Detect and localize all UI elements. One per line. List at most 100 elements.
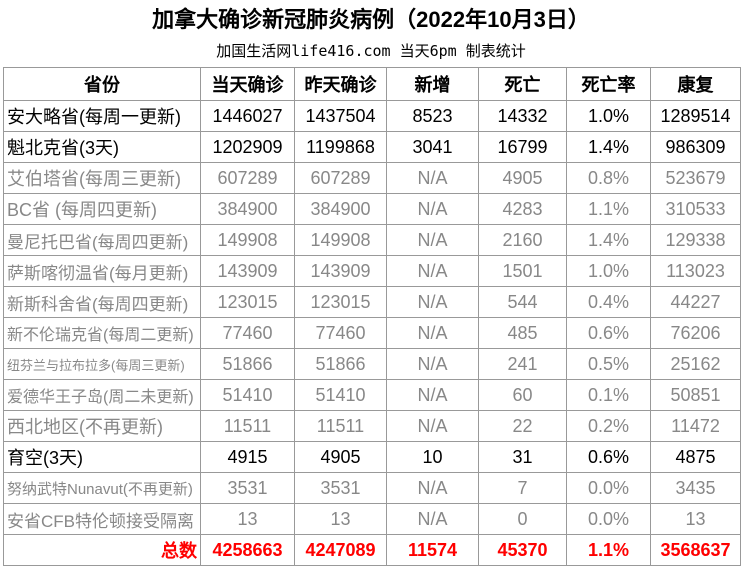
value-cell: N/A	[386, 162, 479, 194]
value-cell: 4905	[294, 441, 387, 473]
value-cell: 113023	[650, 255, 741, 287]
value-cell: 4258663	[200, 534, 295, 566]
province-cell: 新不伦瑞克省(每周二更新)	[3, 317, 201, 349]
value-cell: 986309	[650, 131, 741, 163]
column-header: 死亡率	[566, 67, 651, 101]
value-cell: 1202909	[200, 131, 295, 163]
province-cell: BC省 (每周四更新)	[3, 193, 201, 225]
province-cell: 魁北克省(3天)	[3, 131, 201, 163]
value-cell: 60	[478, 379, 567, 411]
value-cell: 1.0%	[566, 100, 651, 132]
province-cell: 曼尼托巴省(每周四更新)	[3, 224, 201, 256]
value-cell: 4247089	[294, 534, 387, 566]
value-cell: 0.0%	[566, 503, 651, 535]
title: 加拿大确诊新冠肺炎病例（2022年10月3日）	[152, 7, 590, 32]
value-cell: N/A	[386, 503, 479, 535]
table-row: 艾伯塔省(每周三更新) 607289 607289 N/A 4905 0.8% 523679	[3, 162, 741, 194]
value-cell: 25162	[650, 348, 741, 380]
value-cell: 76206	[650, 317, 741, 349]
value-cell: 3568637	[650, 534, 741, 566]
value-cell: 11574	[386, 534, 479, 566]
value-cell: 3531	[294, 472, 387, 504]
province-cell: 萨斯喀彻温省(每月更新)	[3, 255, 201, 287]
value-cell: 4915	[200, 441, 295, 473]
covid-table: 省份 当天确诊 昨天确诊 新增 死亡 死亡率 康复 安大略省(每周一更新) 1446027 14…	[3, 67, 741, 566]
column-header: 康复	[650, 67, 741, 101]
value-cell: 7	[478, 472, 567, 504]
value-cell: 3041	[386, 131, 479, 163]
province-cell: 西北地区(不再更新)	[3, 410, 201, 442]
value-cell: 11511	[294, 410, 387, 442]
value-cell: 149908	[200, 224, 295, 256]
value-cell: 14332	[478, 100, 567, 132]
value-cell: 149908	[294, 224, 387, 256]
table-row: 总数 4258663 4247089 11574 45370 1.1% 3568637	[3, 534, 741, 566]
column-header: 死亡	[478, 67, 567, 101]
value-cell: 77460	[200, 317, 295, 349]
table-row: 曼尼托巴省(每周四更新) 149908 149908 N/A 2160 1.4% 12933…	[3, 224, 741, 256]
table-row: 安省CFB特伦顿接受隔离 13 13 N/A 0 0.0% 13	[3, 503, 741, 535]
header-row: 省份 当天确诊 昨天确诊 新增 死亡 死亡率 康复	[3, 67, 741, 101]
column-header: 当天确诊	[200, 67, 295, 101]
province-cell: 安大略省(每周一更新)	[3, 100, 201, 132]
value-cell: N/A	[386, 286, 479, 318]
value-cell: 13	[200, 503, 295, 535]
province-cell: 爱德华王子岛(周二未更新)	[3, 379, 201, 411]
province-cell: 安省CFB特伦顿接受隔离	[3, 503, 201, 535]
province-cell: 艾伯塔省(每周三更新)	[3, 162, 201, 194]
value-cell: 0.0%	[566, 472, 651, 504]
value-cell: 129338	[650, 224, 741, 256]
value-cell: 8523	[386, 100, 479, 132]
value-cell: 10	[386, 441, 479, 473]
value-cell: 1.0%	[566, 255, 651, 287]
value-cell: 0.5%	[566, 348, 651, 380]
value-cell: 544	[478, 286, 567, 318]
value-cell: 22	[478, 410, 567, 442]
value-cell: N/A	[386, 410, 479, 442]
value-cell: 77460	[294, 317, 387, 349]
value-cell: 0.1%	[566, 379, 651, 411]
value-cell: 143909	[200, 255, 295, 287]
value-cell: 0.8%	[566, 162, 651, 194]
value-cell: N/A	[386, 224, 479, 256]
value-cell: 1437504	[294, 100, 387, 132]
province-cell: 新斯科舍省(每周四更新)	[3, 286, 201, 318]
value-cell: 1446027	[200, 100, 295, 132]
table-row: 努纳武特Nunavut(不再更新) 3531 3531 N/A 7 0.0% 3435	[3, 472, 741, 504]
value-cell: 143909	[294, 255, 387, 287]
value-cell: 4905	[478, 162, 567, 194]
value-cell: 1501	[478, 255, 567, 287]
value-cell: 0.6%	[566, 317, 651, 349]
value-cell: 16799	[478, 131, 567, 163]
value-cell: 51410	[200, 379, 295, 411]
province-cell: 育空(3天)	[3, 441, 201, 473]
value-cell: 2160	[478, 224, 567, 256]
table-row: 安大略省(每周一更新) 1446027 1437504 8523 14332 1.0% 12…	[3, 100, 741, 132]
province-cell: 总数	[3, 534, 201, 566]
value-cell: 0	[478, 503, 567, 535]
value-cell: 1.1%	[566, 193, 651, 225]
value-cell: 13	[650, 503, 741, 535]
table-row: 萨斯喀彻温省(每月更新) 143909 143909 N/A 1501 1.0% 11302…	[3, 255, 741, 287]
table-row: 新不伦瑞克省(每周二更新) 77460 77460 N/A 485 0.6% 76206	[3, 317, 741, 349]
value-cell: 123015	[200, 286, 295, 318]
column-header: 新增	[386, 67, 479, 101]
column-header: 省份	[3, 67, 201, 101]
value-cell: 384900	[200, 193, 295, 225]
value-cell: 44227	[650, 286, 741, 318]
column-header: 昨天确诊	[294, 67, 387, 101]
value-cell: N/A	[386, 317, 479, 349]
value-cell: 45370	[478, 534, 567, 566]
table-row: 爱德华王子岛(周二未更新) 51410 51410 N/A 60 0.1% 50851	[3, 379, 741, 411]
value-cell: 51866	[200, 348, 295, 380]
value-cell: 0.4%	[566, 286, 651, 318]
value-cell: 1.4%	[566, 131, 651, 163]
table-row: 纽芬兰与拉布拉多(每周三更新) 51866 51866 N/A 241 0.5% 25162	[3, 348, 741, 380]
value-cell: 4875	[650, 441, 741, 473]
subtitle: 加国生活网life416.com 当天6pm 制表统计	[216, 42, 526, 60]
value-cell: 51410	[294, 379, 387, 411]
value-cell: 0.6%	[566, 441, 651, 473]
value-cell: N/A	[386, 348, 479, 380]
province-cell: 努纳武特Nunavut(不再更新)	[3, 472, 201, 504]
